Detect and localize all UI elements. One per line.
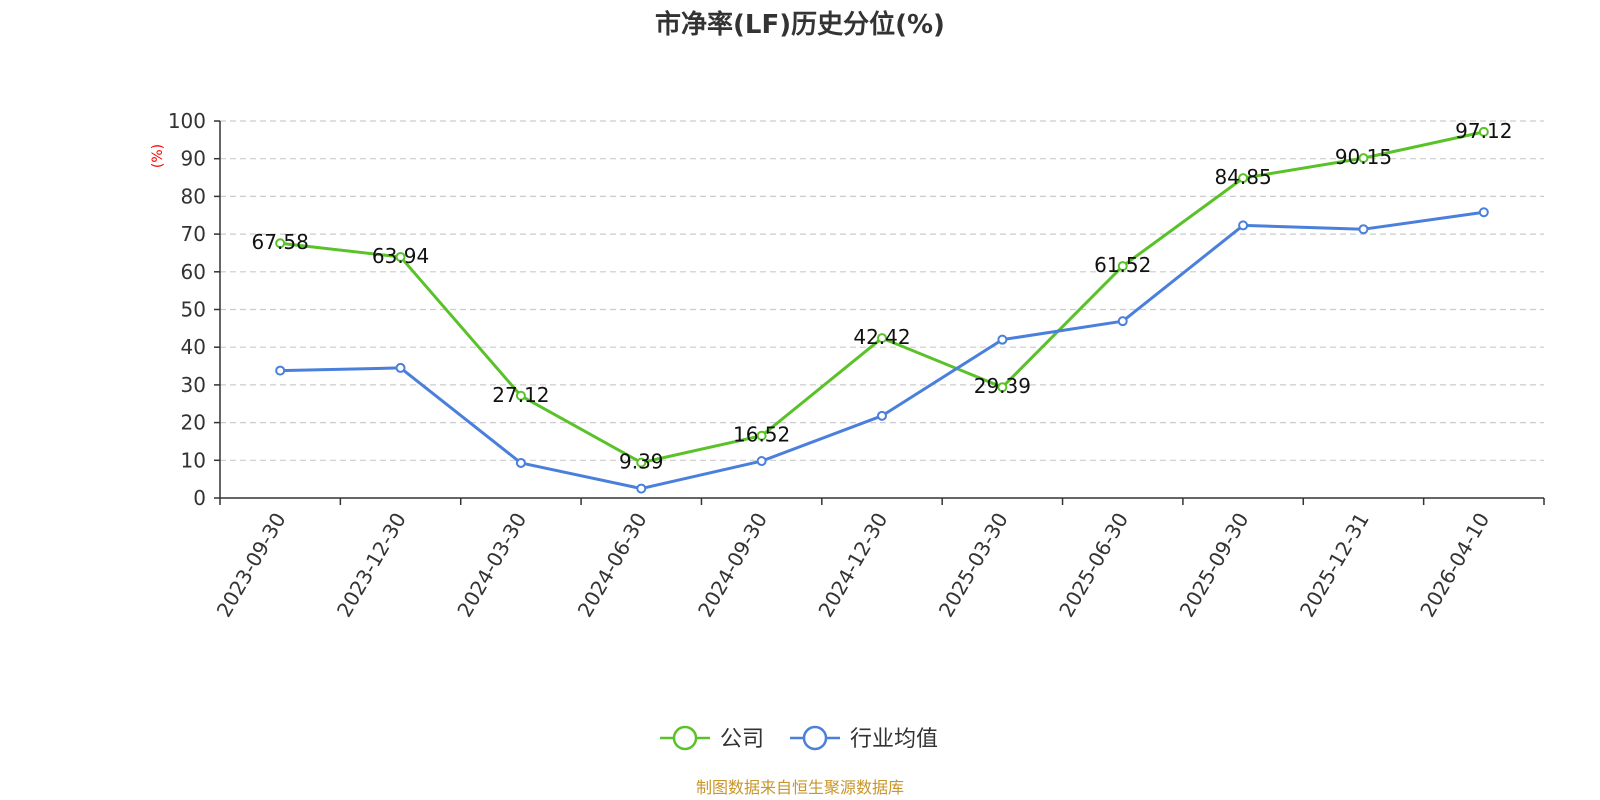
- data-label: 42.42: [853, 325, 910, 349]
- y-tick-label: 50: [181, 298, 206, 322]
- data-label: 29.39: [974, 374, 1031, 398]
- legend-circle-icon: [802, 725, 828, 751]
- data-label: 9.39: [619, 450, 664, 474]
- x-tick-label: 2024-03-30: [452, 509, 531, 622]
- data-point[interactable]: [756, 456, 767, 467]
- data-point[interactable]: [515, 390, 526, 401]
- source-note: 制图数据来自恒生聚源数据库: [696, 778, 904, 797]
- data-label: 90.15: [1335, 145, 1392, 169]
- x-tick-label: 2025-09-30: [1175, 509, 1254, 622]
- y-tick-label: 90: [181, 147, 206, 171]
- data-point[interactable]: [395, 251, 406, 262]
- data-point[interactable]: [1238, 173, 1249, 184]
- data-label: 97.12: [1455, 119, 1512, 143]
- x-tick-label: 2025-12-31: [1295, 509, 1374, 622]
- data-point[interactable]: [1478, 126, 1489, 137]
- y-tick-label: 10: [181, 448, 206, 472]
- y-tick-label: 70: [181, 222, 206, 246]
- legend-item-0[interactable]: 公司: [660, 725, 764, 752]
- data-label: 16.52: [733, 423, 790, 447]
- x-tick-label: 2023-09-30: [212, 509, 291, 622]
- data-point[interactable]: [636, 483, 647, 494]
- series-lines: [275, 126, 1489, 494]
- axes: 0 10 20 30 40 50 60 70 80 90 100 2023-09-30 2023-12-…: [168, 109, 1545, 622]
- y-tick-label: 100: [168, 109, 206, 133]
- data-point[interactable]: [395, 362, 406, 373]
- data-point[interactable]: [275, 238, 286, 249]
- data-point[interactable]: [515, 457, 526, 468]
- data-point[interactable]: [997, 334, 1008, 345]
- data-label: 67.58: [252, 230, 309, 254]
- data-point[interactable]: [877, 410, 887, 421]
- series-line-1: [280, 210, 1485, 491]
- legend[interactable]: 公司 行业均值: [660, 725, 938, 752]
- y-tick-label: 60: [181, 260, 206, 284]
- y-tick-label: 30: [181, 373, 206, 397]
- data-label: 84.85: [1214, 165, 1271, 189]
- x-tick-label: 2025-06-30: [1054, 509, 1133, 622]
- x-tick-label: 2025-03-30: [934, 509, 1013, 622]
- data-point[interactable]: [636, 457, 647, 468]
- x-tick-label: 2024-12-30: [813, 509, 892, 622]
- y-tick-label: 20: [181, 411, 206, 435]
- x-tick-label: 2023-12-30: [332, 509, 411, 622]
- legend-label: 行业均值: [850, 727, 938, 752]
- data-point[interactable]: [997, 382, 1008, 393]
- data-point[interactable]: [1117, 261, 1128, 272]
- data-label: 63.94: [372, 244, 429, 268]
- y-axis-unit-label: (%): [150, 144, 166, 168]
- data-point[interactable]: [1117, 316, 1128, 327]
- y-tick-label: 80: [181, 184, 206, 208]
- data-label: 61.52: [1094, 253, 1151, 277]
- data-point[interactable]: [275, 365, 286, 376]
- x-tick-label: 2024-06-30: [573, 509, 652, 622]
- legend-label: 公司: [720, 727, 764, 752]
- data-point[interactable]: [756, 430, 767, 441]
- x-tick-label: 2026-04-10: [1415, 509, 1494, 622]
- data-point[interactable]: [877, 333, 887, 344]
- y-tick-label: 0: [193, 486, 206, 510]
- data-point[interactable]: [1358, 153, 1369, 164]
- x-tick-label: 2024-09-30: [693, 509, 772, 622]
- grid-lines: [220, 120, 1544, 461]
- legend-item-1[interactable]: 行业均值: [790, 725, 938, 752]
- y-tick-label: 40: [181, 335, 206, 359]
- legend-circle-icon: [672, 725, 698, 751]
- chart-title: 市净率(LF)历史分位(%): [655, 9, 945, 40]
- data-label: 27.12: [492, 383, 549, 407]
- data-point[interactable]: [1238, 220, 1249, 231]
- data-point[interactable]: [1358, 224, 1369, 235]
- data-point[interactable]: [1478, 207, 1489, 218]
- data-labels: 67.58 63.94 27.12 9.39 16.52 42.42 29.39 61.52 8…: [252, 119, 1513, 474]
